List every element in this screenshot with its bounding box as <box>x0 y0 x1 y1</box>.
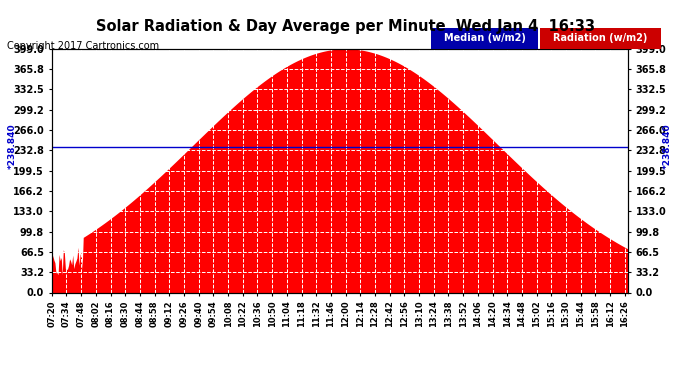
Text: Radiation (w/m2): Radiation (w/m2) <box>553 33 648 44</box>
Text: Copyright 2017 Cartronics.com: Copyright 2017 Cartronics.com <box>7 41 159 51</box>
Text: Median (w/m2): Median (w/m2) <box>444 33 526 44</box>
Text: *238.840: *238.840 <box>8 124 17 170</box>
Text: Solar Radiation & Day Average per Minute  Wed Jan 4  16:33: Solar Radiation & Day Average per Minute… <box>95 19 595 34</box>
Text: *238.840: *238.840 <box>662 124 671 170</box>
